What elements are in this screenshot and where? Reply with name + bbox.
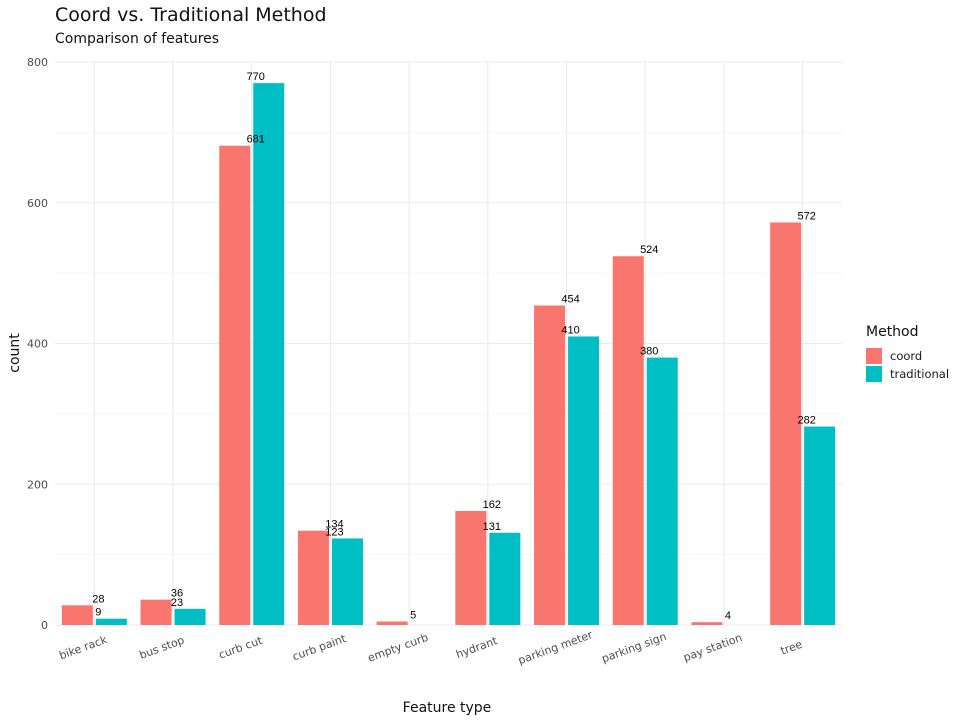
data-label-coord: 572 [797,210,815,222]
data-label-coord: 162 [483,499,501,511]
bar-traditional [175,609,206,625]
data-label-traditional: 9 [95,607,101,619]
bars [62,83,835,625]
bar-traditional [489,533,520,625]
bar-traditional [804,427,835,625]
x-tick-label: curb cut [217,634,265,662]
data-label-traditional: 123 [325,526,343,538]
grid-lines [55,62,842,625]
data-label-traditional: 380 [640,346,658,358]
x-tick-label: tree [779,638,804,658]
data-label-traditional: 282 [797,415,815,427]
data-labels: 2893623681770134123516213145441052438045… [92,71,816,622]
bar-coord [534,305,565,625]
bar-traditional [253,83,284,625]
x-tick-label: pay station [682,631,744,664]
x-tick-label: parking meter [516,628,594,667]
y-tick-label: 600 [27,197,48,210]
legend-item-traditional: traditional [866,365,962,383]
y-tick-label: 200 [27,478,48,491]
bar-traditional [96,619,127,625]
data-label-traditional: 770 [247,71,265,83]
y-axis-title: count [7,333,23,373]
data-label-traditional: 131 [483,521,501,533]
legend-label-traditional: traditional [890,367,949,381]
legend-swatch-coord [866,348,882,364]
data-label-coord: 681 [247,134,265,146]
y-axis-ticks: 0 200 400 600 800 [27,56,48,632]
legend-item-coord: coord [866,347,962,365]
data-label-coord: 28 [92,593,104,605]
data-label-coord: 454 [561,293,579,305]
x-axis-title: Feature type [403,700,492,716]
bar-traditional [568,336,599,625]
legend-title: Method [866,324,962,340]
bar-coord [298,531,329,625]
legend-swatch-traditional [866,366,882,382]
y-tick-label: 800 [27,56,48,69]
x-axis-ticks: bike rack bus stop curb cut curb paint empty… [57,628,804,667]
x-tick-label: hydrant [454,634,500,661]
bar-coord [141,600,172,625]
legend-label-coord: coord [890,349,922,363]
x-tick-label: curb paint [291,632,349,664]
data-label-coord: 4 [725,610,731,622]
data-label-traditional: 410 [561,324,579,336]
legend: Method coord traditional [866,324,962,383]
x-tick-label: parking sign [600,630,668,665]
x-tick-label: bus stop [138,634,187,662]
x-tick-label: bike rack [57,633,109,663]
bar-traditional [647,358,678,625]
y-tick-label: 400 [27,338,48,351]
data-label-coord: 5 [410,609,416,621]
bar-coord [219,146,250,625]
x-tick-label: empty curb [366,631,430,665]
bar-coord [613,256,644,625]
bar-coord [62,605,93,625]
bar-coord [691,622,722,625]
data-label-traditional: 23 [171,597,183,609]
bar-traditional [332,538,363,625]
data-label-coord: 524 [640,244,658,256]
y-tick-label: 0 [41,619,48,632]
bar-coord [377,621,408,625]
